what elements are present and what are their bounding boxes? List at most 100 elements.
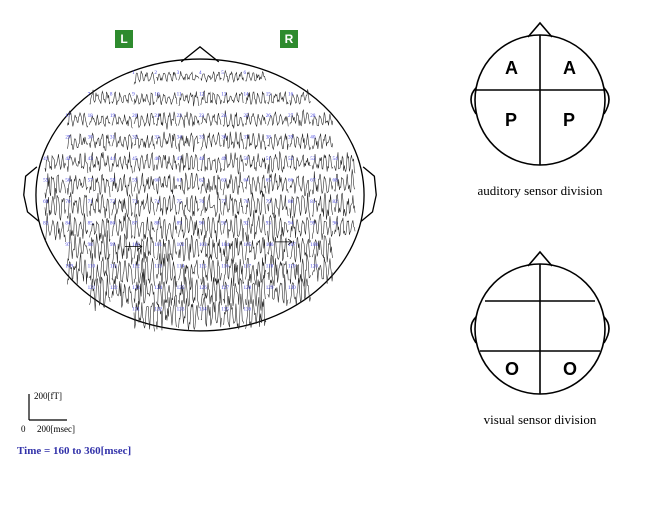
svg-text:60: 60 [154,177,160,183]
svg-text:64: 64 [243,177,249,183]
svg-text:44: 44 [110,156,116,162]
svg-text:56: 56 [65,177,71,183]
svg-text:20: 20 [132,113,138,119]
auditory-head: A A P P [455,10,625,175]
svg-text:55: 55 [43,177,49,183]
svg-text:90: 90 [199,220,205,226]
svg-text:200[fT]: 200[fT] [34,391,62,401]
svg-text:132: 132 [154,307,162,313]
svg-text:40: 40 [310,134,316,140]
svg-text:125: 125 [177,285,185,291]
svg-text:38: 38 [266,134,272,140]
svg-text:6: 6 [243,70,246,76]
svg-text:128: 128 [243,285,251,291]
svg-text:112: 112 [132,264,140,270]
svg-text:101: 101 [154,242,162,248]
svg-text:79: 79 [266,199,272,205]
svg-text:71: 71 [88,199,94,205]
svg-text:98: 98 [88,242,94,248]
svg-text:73: 73 [132,199,138,205]
svg-text:111: 111 [110,264,118,270]
svg-text:75: 75 [177,199,183,205]
svg-text:84: 84 [65,220,71,226]
svg-text:86: 86 [110,220,116,226]
svg-text:94: 94 [288,220,294,226]
svg-text:47: 47 [177,156,183,162]
svg-text:76: 76 [199,199,205,205]
svg-text:4: 4 [199,70,202,76]
svg-text:22: 22 [177,113,183,119]
svg-text:121: 121 [88,285,96,291]
svg-text:53: 53 [310,156,316,162]
svg-text:134: 134 [199,307,207,313]
svg-text:107: 107 [288,242,296,248]
svg-text:43: 43 [88,156,94,162]
svg-text:54: 54 [333,156,339,162]
svg-text:110: 110 [88,264,96,270]
svg-text:65: 65 [266,177,272,183]
svg-text:23: 23 [199,113,205,119]
svg-text:29: 29 [65,134,71,140]
svg-text:58: 58 [110,177,116,183]
svg-text:9: 9 [132,91,135,97]
main-head-panel: L R 123456789101112131415161718192021222… [5,30,400,400]
svg-text:31: 31 [110,134,116,140]
svg-text:74: 74 [154,199,160,205]
svg-text:10: 10 [154,91,160,97]
svg-text:35: 35 [199,134,205,140]
svg-text:63: 63 [221,177,227,183]
svg-text:3: 3 [177,70,180,76]
svg-text:80: 80 [288,199,294,205]
svg-text:96: 96 [333,220,339,226]
svg-text:105: 105 [243,242,251,248]
svg-text:119: 119 [288,264,296,270]
svg-text:104: 104 [221,242,229,248]
svg-text:30: 30 [88,134,94,140]
svg-text:123: 123 [132,285,140,291]
svg-text:2: 2 [154,70,157,76]
svg-text:103: 103 [199,242,207,248]
svg-text:45: 45 [132,156,138,162]
svg-text:115: 115 [199,264,207,270]
svg-text:62: 62 [199,177,205,183]
svg-text:21: 21 [154,113,160,119]
svg-text:114: 114 [177,264,185,270]
svg-text:67: 67 [310,177,316,183]
svg-text:16: 16 [288,91,294,97]
svg-text:27: 27 [288,113,294,119]
svg-text:39: 39 [288,134,294,140]
scale-bar: 200[fT]0200[msec] [17,390,97,440]
svg-text:127: 127 [221,285,229,291]
svg-text:113: 113 [154,264,162,270]
svg-text:106: 106 [266,242,274,248]
svg-text:102: 102 [177,242,185,248]
svg-text:7: 7 [88,91,91,97]
svg-text:88: 88 [154,220,160,226]
vis-bot-right-label: O [563,359,577,380]
svg-text:59: 59 [132,177,138,183]
svg-text:8: 8 [110,91,113,97]
svg-text:82: 82 [333,199,339,205]
svg-text:24: 24 [221,113,227,119]
svg-text:41: 41 [43,156,49,162]
svg-text:92: 92 [243,220,249,226]
svg-text:122: 122 [110,285,118,291]
vis-bot-left-label: O [505,359,519,380]
svg-text:26: 26 [266,113,272,119]
division-diagrams: A A P P auditory sensor division O O vis… [435,10,645,468]
svg-text:42: 42 [65,156,71,162]
main-head-plot: 1234567891011121314151617181920212223242… [20,45,380,345]
svg-text:13: 13 [221,91,227,97]
svg-text:15: 15 [266,91,272,97]
svg-text:124: 124 [154,285,162,291]
svg-text:51: 51 [266,156,272,162]
svg-text:17: 17 [65,113,71,119]
svg-text:48: 48 [199,156,205,162]
svg-text:69: 69 [43,199,49,205]
svg-text:12: 12 [199,91,205,97]
svg-text:95: 95 [310,220,316,226]
visual-caption: visual sensor division [435,412,645,428]
svg-text:36: 36 [221,134,227,140]
svg-text:61: 61 [177,177,183,183]
svg-text:70: 70 [65,199,71,205]
